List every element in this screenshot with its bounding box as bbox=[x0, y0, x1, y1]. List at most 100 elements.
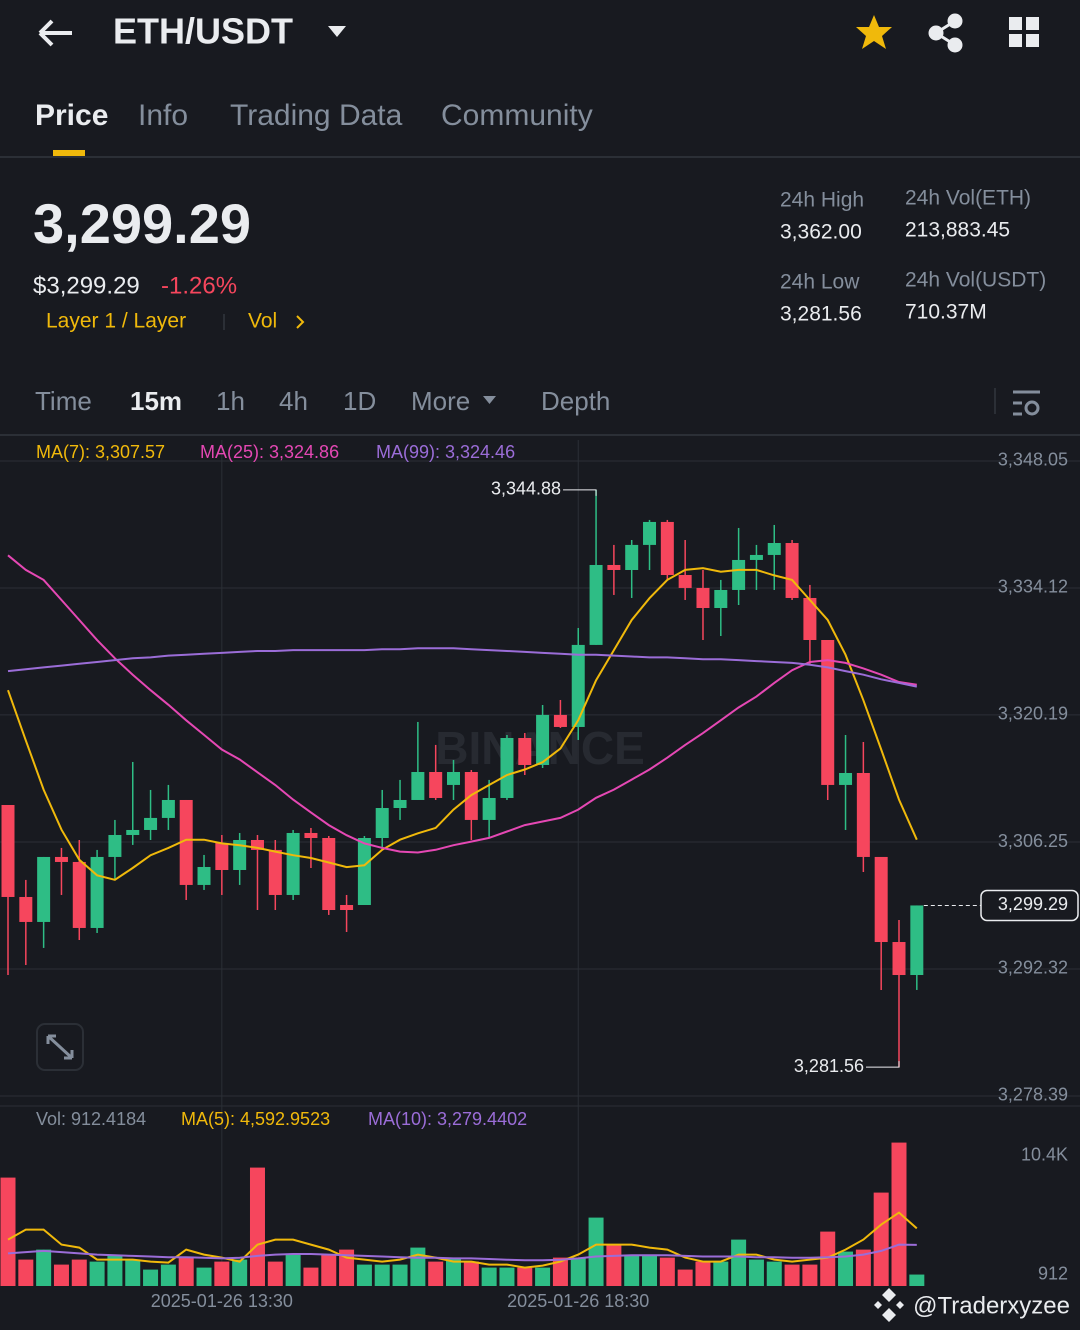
volume-bar bbox=[499, 1267, 515, 1286]
interval[interactable]: 4h bbox=[279, 386, 308, 416]
candle-body bbox=[340, 904, 354, 911]
interval[interactable]: Depth bbox=[541, 386, 610, 416]
pair-caret[interactable] bbox=[328, 26, 346, 37]
ma-line bbox=[7, 647, 918, 688]
volume-bar bbox=[802, 1264, 818, 1286]
stat-label: 24h Low bbox=[780, 271, 860, 294]
interval[interactable]: 1h bbox=[216, 386, 245, 416]
pair-title[interactable]: ETH/USDT bbox=[113, 11, 293, 52]
tag[interactable]: Vol bbox=[248, 310, 277, 333]
candle-body bbox=[393, 799, 407, 809]
low-annotation: 3,281.56 bbox=[794, 1056, 864, 1076]
tab[interactable]: Trading Data bbox=[230, 99, 403, 132]
high-annotation: 3,344.88 bbox=[491, 479, 561, 499]
volume-bar bbox=[873, 1192, 889, 1286]
expand-icon[interactable] bbox=[36, 1023, 84, 1071]
volume-bar bbox=[677, 1269, 693, 1286]
tab[interactable]: Community bbox=[441, 99, 593, 132]
volume-bar bbox=[713, 1261, 729, 1286]
volume-bar bbox=[481, 1267, 497, 1286]
candle-body bbox=[268, 849, 282, 895]
candle-body bbox=[767, 543, 781, 555]
tag[interactable]: Layer 1 / Layer bbox=[46, 310, 186, 333]
candle-body bbox=[108, 834, 122, 857]
volume-bar bbox=[695, 1261, 711, 1286]
candle-body bbox=[892, 942, 906, 976]
last-price-usd: $3,299.29 bbox=[33, 272, 140, 299]
volume-bar bbox=[89, 1261, 105, 1286]
candle-body bbox=[643, 521, 657, 545]
candle-body bbox=[732, 559, 746, 590]
volume-bar bbox=[588, 1217, 604, 1286]
last-price: 3,299.29 bbox=[33, 192, 251, 255]
interval[interactable]: 1D bbox=[343, 386, 376, 416]
volume-bar bbox=[249, 1167, 265, 1286]
settings-icon[interactable] bbox=[1013, 390, 1040, 416]
candle-body bbox=[322, 837, 336, 911]
volume-bar bbox=[909, 1274, 925, 1286]
volume-bar bbox=[178, 1257, 194, 1286]
back-icon[interactable] bbox=[38, 19, 72, 47]
tab[interactable]: Info bbox=[138, 99, 188, 132]
volume-bar bbox=[659, 1257, 675, 1286]
candle-body bbox=[179, 799, 193, 885]
volume-bar bbox=[731, 1239, 747, 1286]
candle-body bbox=[482, 797, 496, 820]
interval[interactable]: More bbox=[411, 386, 470, 416]
candle-body bbox=[286, 832, 300, 895]
legend-entry: MA(5): 4,592.9523 bbox=[181, 1109, 330, 1129]
candle-body bbox=[678, 575, 692, 588]
favorite-icon[interactable] bbox=[856, 15, 892, 49]
ma-line bbox=[7, 554, 917, 854]
tab[interactable]: Price bbox=[35, 99, 108, 132]
candle-body bbox=[411, 771, 425, 800]
candle-body bbox=[1, 804, 15, 897]
candle-body bbox=[429, 771, 443, 798]
volume-bar bbox=[71, 1259, 87, 1286]
y-tick-label: 3,348.05 bbox=[998, 450, 1068, 470]
candle-body bbox=[856, 773, 870, 857]
volume-bar bbox=[748, 1259, 764, 1286]
interval[interactable]: Time bbox=[35, 386, 92, 416]
volume-bar bbox=[285, 1254, 301, 1286]
grid-icon[interactable] bbox=[1009, 17, 1039, 47]
ma-line bbox=[7, 567, 918, 881]
y-tick-label: 912 bbox=[1038, 1263, 1068, 1283]
candle-body bbox=[696, 587, 710, 609]
volume-bar bbox=[766, 1261, 782, 1286]
volume-bar bbox=[838, 1251, 854, 1286]
legend-entry: MA(7): 3,307.57 bbox=[36, 442, 165, 462]
candle-body bbox=[660, 521, 674, 576]
interval[interactable]: 15m bbox=[130, 386, 182, 416]
last-price-box bbox=[980, 889, 1079, 922]
candle-body bbox=[233, 840, 247, 870]
chart: 2025-01-26 13:30 2025-01-26 18:30 3,348.05… bbox=[0, 440, 1080, 1311]
candle-body bbox=[821, 640, 835, 785]
legend-entry: Vol: 912.4184 bbox=[36, 1109, 146, 1129]
volume-bar bbox=[196, 1267, 212, 1286]
y-tick-label: 3,320.19 bbox=[998, 704, 1068, 724]
stat-value: 3,362.00 bbox=[780, 221, 862, 244]
candle-body bbox=[37, 856, 51, 922]
candle-body bbox=[785, 543, 799, 598]
candle-body bbox=[197, 866, 211, 885]
candle-body bbox=[54, 856, 68, 862]
volume-bar bbox=[891, 1142, 907, 1286]
credit: @Traderxyzee bbox=[913, 1292, 1070, 1319]
interval-caret[interactable] bbox=[483, 396, 496, 404]
volume-bar bbox=[321, 1254, 337, 1286]
candle-body bbox=[72, 861, 86, 928]
x-tick-label: 2025-01-26 18:30 bbox=[507, 1291, 649, 1311]
candle-body bbox=[607, 564, 621, 570]
stat-value: 3,281.56 bbox=[780, 303, 862, 326]
share-icon[interactable] bbox=[928, 13, 963, 53]
x-tick-label: 2025-01-26 13:30 bbox=[151, 1291, 293, 1311]
candle-body bbox=[874, 856, 888, 943]
candle-body bbox=[589, 564, 603, 645]
candle-body bbox=[839, 773, 853, 785]
legend-entry: MA(99): 3,324.46 bbox=[376, 442, 515, 462]
candle-body bbox=[304, 832, 318, 838]
